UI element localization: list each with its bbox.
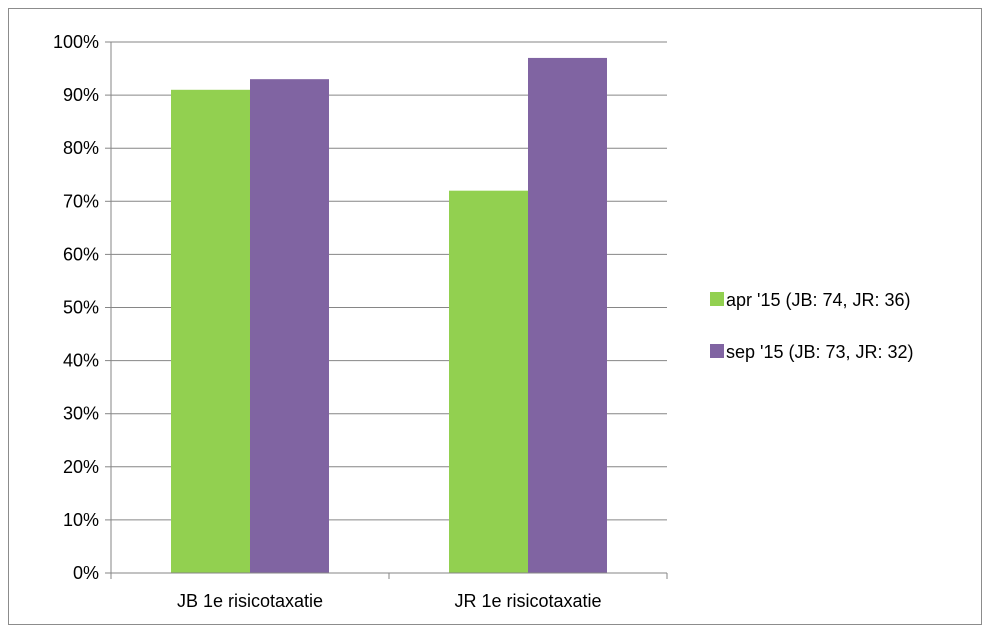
y-tick-labels: 0% 10% 20% 30% 40% 50% 60% 70% 80% 90% 100% [53, 32, 99, 583]
x-tick-label: JB 1e risicotaxatie [177, 591, 323, 611]
axes [105, 41, 668, 579]
y-tick-label: 100% [53, 32, 99, 52]
y-tick-label: 80% [63, 138, 99, 158]
y-tick-label: 0% [73, 563, 99, 583]
bar [528, 57, 607, 574]
y-tick-label: 30% [63, 404, 99, 424]
y-tick-label: 40% [63, 351, 99, 371]
legend: apr '15 (JB: 74, JR: 36) sep '15 (JB: 73,… [710, 290, 914, 362]
y-tick-label: 10% [63, 510, 99, 530]
bars [171, 57, 607, 574]
legend-label: apr '15 (JB: 74, JR: 36) [726, 290, 911, 310]
legend-swatch [710, 292, 724, 306]
bar [449, 190, 528, 573]
y-tick-label: 70% [63, 191, 99, 211]
y-tick-label: 60% [63, 244, 99, 264]
x-tick-label: JR 1e risicotaxatie [454, 591, 601, 611]
y-tick-label: 90% [63, 85, 99, 105]
legend-label: sep '15 (JB: 73, JR: 32) [726, 342, 914, 362]
bar [250, 79, 329, 574]
legend-swatch [710, 344, 724, 358]
bar [171, 89, 250, 573]
y-tick-label: 20% [63, 457, 99, 477]
y-tick-label: 50% [63, 298, 99, 318]
x-tick-labels: JB 1e risicotaxatie JR 1e risicotaxatie [177, 591, 602, 611]
